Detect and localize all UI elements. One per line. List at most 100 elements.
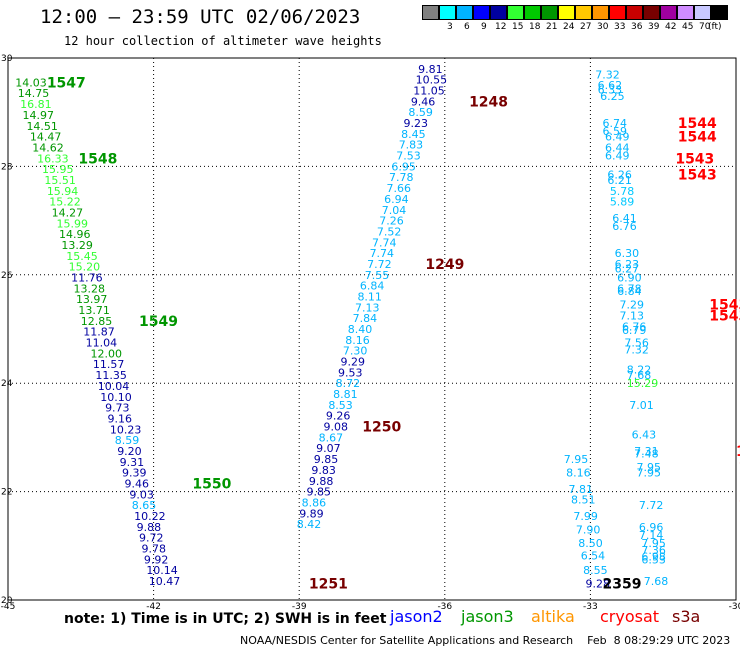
wave-height-point: 6.41	[612, 212, 637, 225]
pass-number-label: 2359	[603, 577, 642, 593]
wave-height-point: 14.75	[18, 87, 49, 100]
wave-height-point: 10.10	[100, 391, 132, 404]
wave-height-point: 9.83	[311, 464, 336, 477]
wave-height-point: 7.13	[620, 309, 645, 322]
wave-height-point: 9.26	[326, 410, 351, 423]
wave-height-point: 6.21	[607, 174, 632, 187]
x-tick-label: -39	[292, 602, 307, 610]
legend-swatch	[524, 5, 541, 20]
wave-height-point: 8.50	[578, 537, 603, 550]
wave-height-point: 6.78	[617, 282, 642, 295]
wave-height-point: 7.72	[367, 258, 392, 271]
y-tick-label: 22	[1, 488, 12, 498]
wave-height-point: 13.28	[74, 282, 106, 295]
pass-number-label: 1543	[709, 308, 740, 324]
wave-height-point: 8.22	[627, 364, 652, 377]
wave-height-point: 9.53	[338, 366, 363, 379]
wave-height-point: 6.27	[615, 262, 640, 275]
wave-height-point: 7.84	[353, 312, 378, 325]
pass-number-label: 1543	[678, 168, 717, 184]
wave-height-point: 9.88	[137, 521, 162, 534]
wave-height-point: 7.13	[355, 301, 380, 314]
wave-height-point: 7.26	[379, 215, 404, 228]
pass-number-label: 1249	[425, 257, 464, 273]
y-tick-label: 28	[1, 162, 13, 172]
legend-label: 33	[614, 22, 626, 32]
wave-height-point: 6.44	[605, 141, 630, 154]
y-tick-label: 20	[1, 596, 13, 606]
legend-swatch	[609, 5, 626, 20]
wave-height-point: 6.54	[581, 550, 606, 563]
wave-height-point: 8.59	[115, 434, 140, 447]
wave-height-point: 6.90	[617, 272, 642, 285]
wave-height-point: 9.28	[586, 578, 611, 591]
wave-height-point: 15.51	[44, 174, 76, 187]
wave-height-point: 7.32	[624, 344, 649, 357]
legend-label: 6	[464, 22, 470, 32]
wave-height-point: 6.53	[641, 553, 666, 566]
wave-height-point: 7.01	[629, 399, 654, 412]
wave-height-point: 16.81	[20, 98, 51, 111]
wave-height-point: 13.71	[78, 304, 110, 317]
satellite-label-s3a: s3a	[672, 607, 701, 626]
wave-height-point: 7.29	[620, 299, 645, 312]
wave-height-point: 12.85	[81, 315, 113, 328]
wave-height-point: 15.20	[69, 261, 101, 274]
satellite-label-jason3: jason3	[461, 607, 514, 626]
wave-height-point: 6.49	[605, 131, 630, 144]
legend-swatch	[507, 5, 524, 20]
wave-height-point: 11.04	[86, 337, 118, 350]
legend-swatch	[439, 5, 456, 20]
wave-height-point: 11.57	[93, 358, 125, 371]
legend-swatch	[558, 5, 575, 20]
wave-height-point: 16.33	[37, 152, 68, 165]
wave-height-point: 9.31	[120, 456, 145, 469]
wave-height-point: 9.29	[340, 356, 365, 369]
wave-height-point: 6.96	[639, 521, 664, 534]
wave-height-point: 15.99	[57, 217, 89, 230]
wave-height-point: 9.20	[117, 445, 142, 458]
wave-height-point: 10.04	[98, 380, 130, 393]
wave-height-point: 7.99	[573, 510, 598, 523]
wave-height-point: 8.11	[357, 290, 382, 303]
wave-height-point: 5.89	[610, 196, 635, 209]
page-subtitle: 12 hour collection of altimeter wave hei…	[64, 34, 382, 48]
pass-number-label: 1544	[678, 116, 717, 132]
wave-height-point: 11.35	[95, 369, 127, 382]
wave-height-point: 9.92	[144, 553, 169, 566]
wave-height-point: 9.46	[124, 477, 149, 490]
legend-swatch	[422, 5, 439, 20]
wave-height-point: 5.78	[610, 185, 635, 198]
wave-height-point: 14.97	[23, 109, 54, 122]
legend-swatch	[677, 5, 694, 20]
legend-swatch	[490, 5, 507, 20]
pass-number-label: 1543	[709, 298, 740, 314]
wave-height-point: 7.95	[641, 537, 666, 550]
wave-height-point: 6.49	[605, 150, 630, 163]
wave-height-point: 7.95	[637, 461, 662, 474]
wave-height-point: 14.03	[15, 76, 47, 89]
legend-unit-label: (ft)	[708, 22, 722, 32]
legend-label: 15	[512, 22, 524, 32]
legend-label: 3	[447, 22, 453, 32]
wave-height-point: 10.14	[146, 564, 178, 577]
wave-height-point: 9.73	[105, 402, 130, 415]
wave-height-point: 13.29	[61, 239, 93, 252]
wave-height-point: 6.25	[600, 90, 625, 103]
wave-height-point: 7.95	[564, 453, 589, 466]
legend-swatch	[694, 5, 711, 20]
wave-height-point: 7.14	[639, 529, 664, 542]
wave-height-point: 6.33	[598, 83, 623, 96]
legend-label: 27	[580, 22, 592, 32]
legend-label: 39	[648, 22, 660, 32]
wave-height-point: 9.03	[129, 488, 154, 501]
wave-height-point: 7.56	[624, 337, 649, 350]
x-tick-label: -45	[1, 602, 16, 610]
wave-height-point: 7.81	[569, 483, 594, 496]
legend-label: 45	[682, 22, 694, 32]
wave-height-point: 7.74	[370, 247, 395, 260]
pass-number-label: 1248	[469, 94, 508, 110]
wave-height-point: 8.53	[328, 399, 353, 412]
